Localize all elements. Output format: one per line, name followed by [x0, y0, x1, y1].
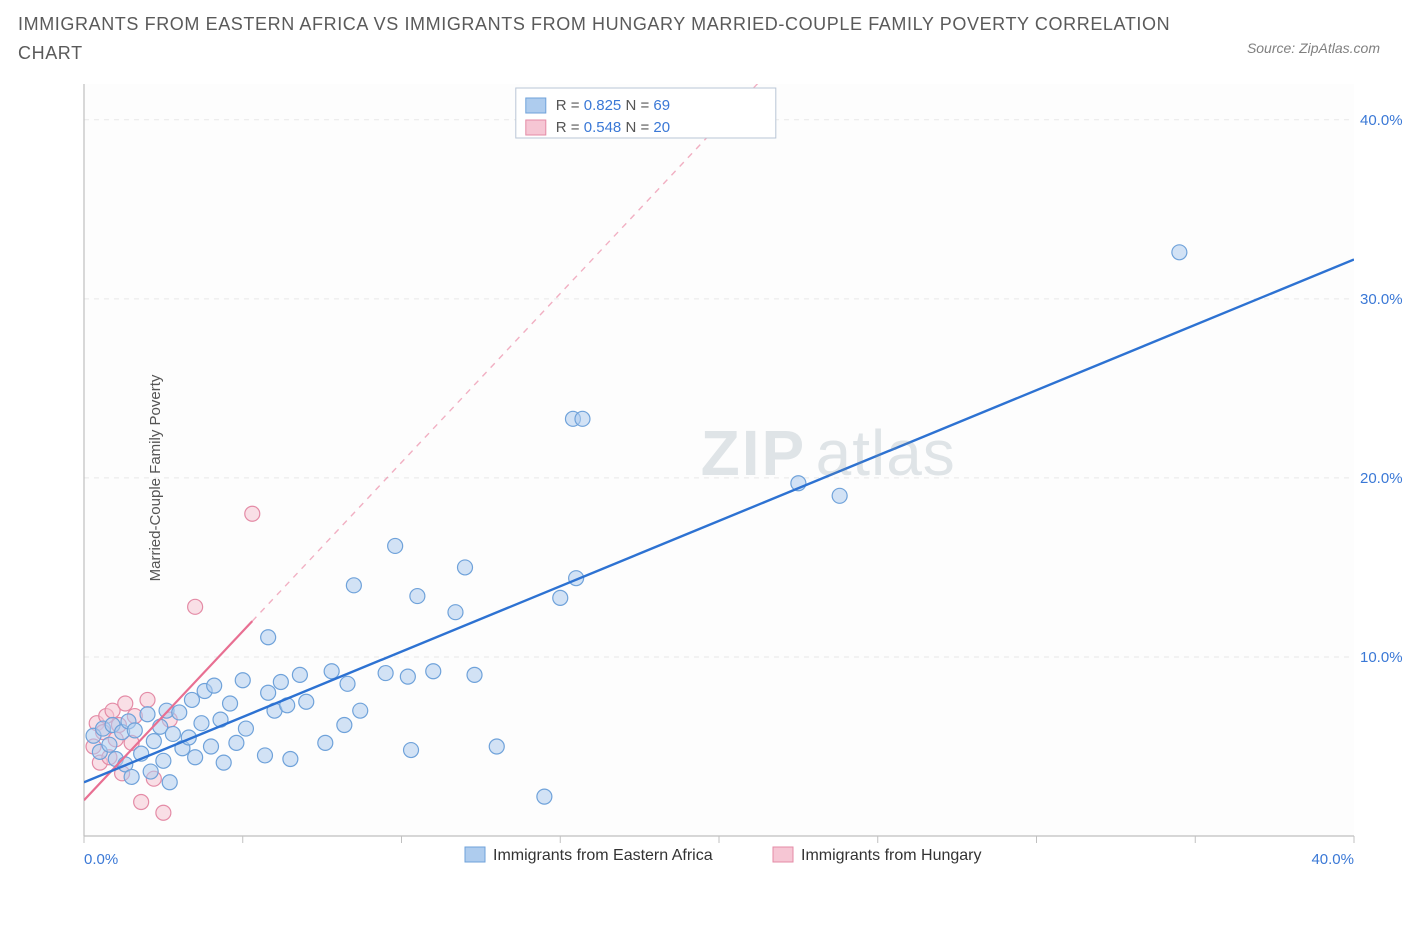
data-point	[575, 411, 590, 426]
data-point	[207, 678, 222, 693]
legend-label: Immigrants from Eastern Africa	[493, 847, 713, 864]
data-point	[235, 673, 250, 688]
data-point	[204, 739, 219, 754]
data-point	[146, 734, 161, 749]
page-title: IMMIGRANTS FROM EASTERN AFRICA VS IMMIGR…	[18, 10, 1206, 68]
data-point	[165, 726, 180, 741]
y-tick-label: 30.0%	[1360, 291, 1403, 308]
data-point	[140, 692, 155, 707]
data-point	[127, 723, 142, 738]
y-tick-label: 40.0%	[1360, 112, 1403, 129]
data-point	[188, 599, 203, 614]
data-point	[172, 705, 187, 720]
x-tick-label: 0.0%	[84, 851, 118, 868]
legend-stats-row: R = 0.825 N = 69	[556, 97, 670, 114]
y-tick-label: 20.0%	[1360, 470, 1403, 487]
data-point	[489, 739, 504, 754]
data-point	[102, 737, 117, 752]
source-credit: Source: ZipAtlas.com	[1247, 40, 1380, 56]
data-point	[118, 696, 133, 711]
data-point	[184, 692, 199, 707]
data-point	[143, 764, 158, 779]
data-point	[410, 589, 425, 604]
x-tick-label: 40.0%	[1311, 851, 1354, 868]
svg-text:ZIP: ZIP	[701, 417, 807, 489]
data-point	[261, 630, 276, 645]
data-point	[273, 675, 288, 690]
y-axis-label: Married-Couple Family Poverty	[147, 375, 164, 582]
svg-text:atlas: atlas	[816, 417, 956, 489]
data-point	[353, 703, 368, 718]
data-point	[426, 664, 441, 679]
series-legend: Immigrants from Eastern Africa Immigrants…	[465, 847, 982, 864]
data-point	[400, 669, 415, 684]
data-point	[537, 789, 552, 804]
data-point	[156, 805, 171, 820]
data-point	[156, 753, 171, 768]
legend-swatch	[526, 120, 546, 135]
data-point	[124, 769, 139, 784]
data-point	[261, 685, 276, 700]
y-tick-label: 10.0%	[1360, 649, 1403, 666]
data-point	[194, 716, 209, 731]
data-point	[337, 717, 352, 732]
data-point	[318, 735, 333, 750]
data-point	[188, 750, 203, 765]
data-point	[216, 755, 231, 770]
data-point	[134, 794, 149, 809]
chart-area: Married-Couple Family Poverty 0.0%40.0%1…	[48, 84, 1378, 872]
legend-stats-row: R = 0.548 N = 20	[556, 119, 670, 136]
legend-swatch	[773, 847, 793, 862]
data-point	[245, 506, 260, 521]
legend-swatch	[526, 98, 546, 113]
data-point	[223, 696, 238, 711]
data-point	[553, 590, 568, 605]
data-point	[1172, 245, 1187, 260]
data-point	[283, 752, 298, 767]
data-point	[257, 748, 272, 763]
data-point	[467, 667, 482, 682]
data-point	[324, 664, 339, 679]
data-point	[292, 667, 307, 682]
data-point	[238, 721, 253, 736]
scatter-chart: 0.0% 40.0% 10.0% 20.0% 30.0% 40.0% ZIPatlas R =…	[48, 84, 1404, 916]
data-point	[340, 676, 355, 691]
data-point	[346, 578, 361, 593]
watermark: ZIPatlas	[701, 417, 956, 489]
data-point	[448, 605, 463, 620]
data-point	[299, 694, 314, 709]
legend-label: Immigrants from Hungary	[801, 847, 982, 864]
data-point	[832, 488, 847, 503]
data-point	[162, 775, 177, 790]
data-point	[388, 538, 403, 553]
data-point	[404, 743, 419, 758]
data-point	[140, 707, 155, 722]
data-point	[458, 560, 473, 575]
legend-swatch	[465, 847, 485, 862]
data-point	[229, 735, 244, 750]
data-point	[378, 666, 393, 681]
